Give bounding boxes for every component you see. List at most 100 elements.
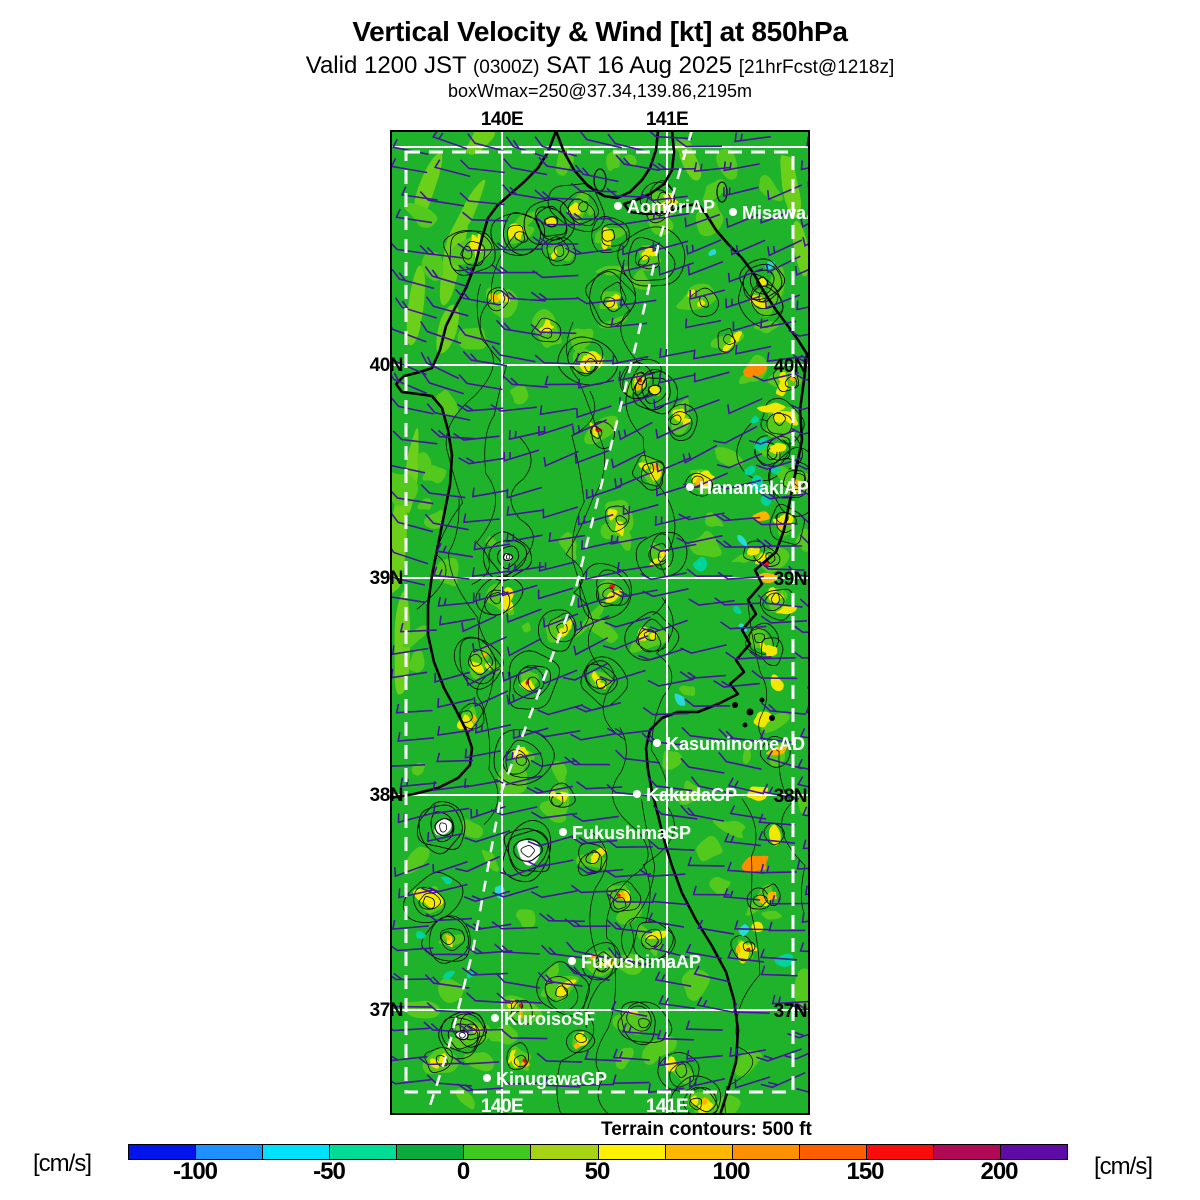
wind-barb bbox=[537, 971, 583, 987]
downdraft-patch bbox=[750, 415, 760, 424]
wind-barb bbox=[436, 542, 473, 558]
terrain-contour bbox=[600, 281, 627, 312]
wind-barb bbox=[688, 1077, 725, 1088]
wind-barb bbox=[685, 239, 722, 256]
updraft-max-patch bbox=[605, 589, 624, 603]
wind-barb bbox=[496, 319, 541, 336]
wind-barb bbox=[685, 1020, 723, 1031]
wind-barb bbox=[421, 946, 468, 956]
wind-barb bbox=[490, 806, 538, 816]
coastline bbox=[554, 130, 660, 200]
wind-barb bbox=[759, 948, 798, 961]
terrain-contour bbox=[761, 637, 784, 667]
terrain-contour bbox=[742, 263, 783, 301]
field-patch bbox=[569, 328, 594, 351]
terrain-contour bbox=[428, 916, 469, 964]
terrain-contour bbox=[458, 1032, 466, 1039]
updraft-max-patch bbox=[542, 319, 552, 335]
wind-barb bbox=[505, 751, 542, 762]
updraft-max-patch bbox=[735, 944, 741, 954]
wind-barb bbox=[436, 752, 474, 763]
terrain-contour bbox=[594, 951, 613, 973]
wind-barb bbox=[690, 776, 735, 795]
wind-barb bbox=[417, 1056, 465, 1066]
wind-barb bbox=[531, 291, 578, 301]
terrain-contour bbox=[766, 412, 793, 435]
wind-barb bbox=[564, 756, 611, 766]
wind-barb bbox=[462, 350, 508, 367]
terrain-contour bbox=[645, 180, 675, 224]
wind-barb bbox=[420, 351, 460, 380]
updraft-max-patch bbox=[570, 207, 576, 215]
updraft-max-patch bbox=[617, 893, 621, 897]
colorbar-segment bbox=[731, 1145, 799, 1159]
terrain-contour bbox=[589, 269, 636, 328]
wind-barb bbox=[617, 421, 653, 441]
wind-barb bbox=[652, 804, 698, 820]
wind-barb bbox=[718, 728, 764, 743]
updraft-max-patch bbox=[695, 475, 703, 487]
wind-barb bbox=[434, 671, 471, 683]
station-marker bbox=[568, 957, 576, 965]
updraft-max-patch bbox=[730, 331, 743, 342]
terrain-contour bbox=[566, 1029, 596, 1053]
wind-barb bbox=[464, 829, 511, 843]
terrain-contour bbox=[534, 206, 568, 241]
wind-barb bbox=[756, 538, 803, 547]
wind-barb bbox=[714, 597, 761, 606]
wind-barb bbox=[606, 727, 654, 736]
terrain-contour bbox=[765, 552, 776, 564]
terrain-contour bbox=[531, 317, 562, 343]
wind-barb bbox=[732, 1003, 770, 1014]
wind-barb bbox=[804, 885, 810, 896]
wind-barb bbox=[570, 182, 617, 193]
wind-barb bbox=[399, 777, 437, 788]
wind-barb bbox=[641, 193, 688, 202]
wind-barb bbox=[615, 749, 660, 764]
wind-barb bbox=[713, 513, 761, 522]
wind-barb bbox=[650, 161, 697, 171]
updraft-max-patch bbox=[470, 661, 485, 673]
updraft-max-patch bbox=[638, 377, 643, 383]
terrain-contour bbox=[601, 229, 616, 242]
ridge-updraft-patch bbox=[774, 953, 794, 967]
wind-barb bbox=[494, 775, 542, 786]
wind-barb bbox=[548, 532, 586, 543]
colorbar-tick: 50 bbox=[584, 1158, 611, 1185]
wind-barb bbox=[461, 211, 508, 222]
wind-barb bbox=[684, 213, 721, 228]
terrain-contour bbox=[443, 230, 493, 272]
wind-barb bbox=[398, 888, 435, 899]
field-patch bbox=[702, 179, 727, 203]
wind-barb bbox=[606, 187, 653, 199]
downdraft-patch bbox=[738, 924, 750, 937]
grid-label-lat-left: 39N bbox=[369, 568, 404, 589]
terrain-contour bbox=[759, 588, 794, 621]
wind-barb bbox=[503, 158, 548, 176]
terrain-contour bbox=[471, 234, 516, 585]
colorbar-segment bbox=[195, 1145, 263, 1159]
downdraft-patch bbox=[415, 930, 427, 939]
station-marker bbox=[559, 828, 567, 836]
updraft-max-patch bbox=[591, 670, 601, 686]
terrain-contour bbox=[559, 191, 599, 225]
terrain-contour bbox=[469, 653, 483, 667]
wind-barb bbox=[688, 598, 735, 606]
wind-barb bbox=[654, 515, 691, 527]
wind-barb bbox=[697, 919, 735, 935]
field-patch bbox=[460, 819, 484, 839]
ridge-updraft-patch bbox=[743, 364, 767, 378]
downdraft-patch bbox=[770, 466, 782, 474]
wind-barb bbox=[458, 264, 505, 274]
station-label: KasuminomeAD bbox=[666, 734, 805, 754]
updraft-max-patch bbox=[697, 1098, 714, 1115]
wind-barb bbox=[570, 732, 617, 741]
wind-barb bbox=[462, 513, 500, 524]
terrain-contour bbox=[418, 804, 463, 855]
wind-barb bbox=[574, 449, 611, 465]
wind-barb bbox=[607, 893, 654, 904]
terrain-contour bbox=[460, 246, 473, 260]
wind-barb bbox=[394, 863, 430, 878]
terrain-contour bbox=[578, 200, 589, 212]
wind-barb bbox=[459, 192, 505, 206]
